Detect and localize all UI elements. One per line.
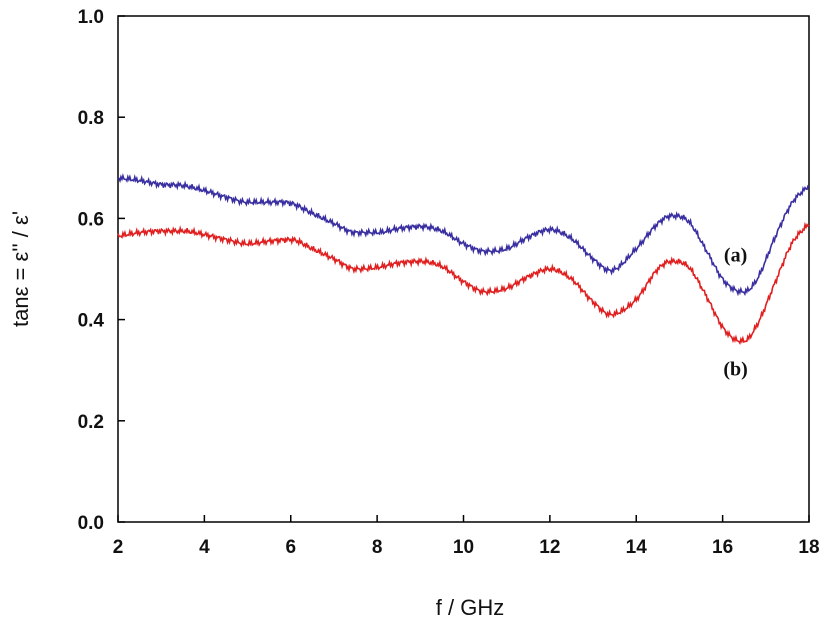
y-ticks: 0.0 0.2 0.4 0.6 0.8 1.0 — [78, 7, 125, 534]
plot-frame — [117, 15, 810, 523]
y-tick-label: 0.4 — [78, 311, 105, 332]
x-tick-label: 12 — [539, 537, 560, 558]
y-tick-label: 0.6 — [78, 209, 104, 230]
x-tick-label: 2 — [113, 537, 124, 558]
series-label-b: (b) — [723, 358, 747, 380]
series-line-b — [117, 221, 810, 345]
x-tick-label: 8 — [372, 537, 383, 558]
x-tick-label: 10 — [453, 537, 474, 558]
series-labels: (a) (b) — [723, 244, 747, 380]
x-tick-label: 16 — [712, 537, 733, 558]
x-axis-title: f / GHz — [436, 595, 504, 620]
x-tick-label: 6 — [285, 537, 296, 558]
y-axis-title: tanε = ε'' / ε' — [8, 211, 33, 327]
x-tick-label: 14 — [626, 537, 648, 558]
series-layer — [117, 173, 810, 345]
y-tick-label: 1.0 — [78, 7, 104, 28]
series-line-a — [117, 173, 810, 297]
y-tick-label: 0.2 — [78, 412, 104, 433]
x-ticks: 2 4 6 8 10 12 14 16 18 — [113, 515, 820, 558]
x-tick-label: 18 — [798, 537, 819, 558]
y-tick-label: 0.0 — [78, 513, 104, 534]
y-tick-label: 0.8 — [78, 108, 104, 129]
x-tick-label: 4 — [199, 537, 210, 558]
series-label-a: (a) — [724, 244, 747, 266]
